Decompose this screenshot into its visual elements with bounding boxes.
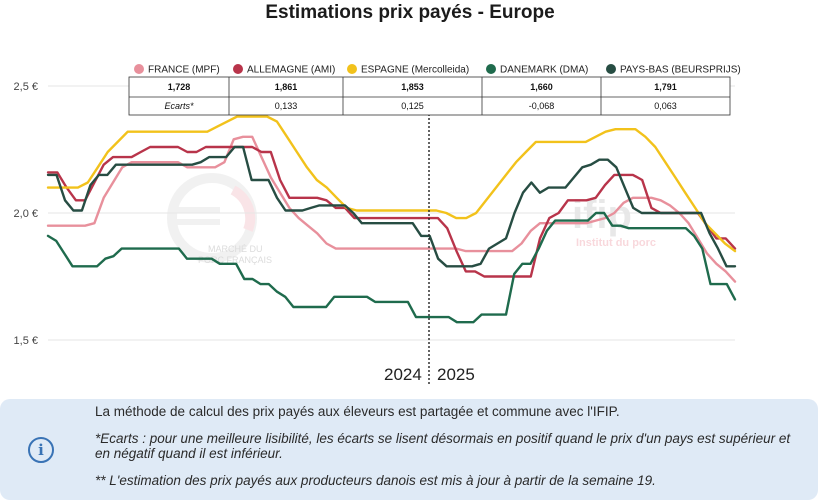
- table-value-cell: 1,660: [530, 82, 553, 92]
- watermark-marche-du-porc: MARCHÉ DU PORC FRANÇAIS: [167, 173, 272, 265]
- watermark-left-line2: PORC FRANÇAIS: [198, 255, 272, 265]
- note-denmark: ** L'estimation des prix payés aux produ…: [95, 473, 656, 488]
- table-ecart-cell: 0,125: [401, 101, 424, 111]
- info-panel: i La méthode de calcul des prix payés au…: [0, 399, 818, 500]
- legend-marker: [233, 64, 243, 74]
- legend-marker: [486, 64, 496, 74]
- values-table: 1,728 1,861 0,133 1,853 0,125 1,660 -0,068 1,79…: [128, 76, 731, 116]
- legend-label: ESPAGNE (Mercolleida): [361, 65, 469, 76]
- price-chart: MARCHÉ DU PORC FRANÇAIS ifip Institut du…: [13, 60, 741, 385]
- y-axis: 2,5 € 2,0 € 1,5 €: [14, 81, 38, 347]
- legend-row: FRANCE (MPF) ALLEMAGNE (AMI) ESPAGNE (Merc…: [134, 64, 741, 76]
- year-label-2024: 2024: [384, 365, 422, 384]
- legend-table: FRANCE (MPF) ALLEMAGNE (AMI) ESPAGNE (Merc…: [128, 60, 741, 116]
- legend-marker: [134, 64, 144, 74]
- note-ecarts: *Ecarts : pour une meilleure lisibilité,…: [95, 431, 791, 461]
- table-value-cell: 1,728: [168, 82, 191, 92]
- table-value-cell: 1,791: [654, 82, 677, 92]
- watermark-left-line1: MARCHÉ DU: [208, 244, 263, 254]
- series-line-1: [46, 135, 737, 283]
- chart-title: Estimations prix payés - Europe: [265, 2, 555, 23]
- y-tick-label: 1,5 €: [14, 335, 38, 347]
- legend-marker: [347, 64, 357, 74]
- legend-label: PAYS-BAS (BEURSPRIJS): [620, 65, 741, 76]
- watermark-right-sub: Institut du porc: [576, 237, 656, 249]
- legend-marker: [606, 64, 616, 74]
- year-label-2025: 2025: [437, 365, 475, 384]
- note-method: La méthode de calcul des prix payés aux …: [95, 404, 620, 419]
- legend-label: FRANCE (MPF): [148, 65, 220, 76]
- series-line-5: [46, 145, 737, 268]
- table-value-cell: 1,853: [401, 82, 424, 92]
- table-ecart-cell: -0,068: [529, 101, 555, 111]
- table-border: [128, 76, 731, 116]
- y-tick-label: 2,0 €: [14, 208, 38, 220]
- table-ecarts-label: Ecarts*: [164, 101, 194, 111]
- legend-label: ALLEMAGNE (AMI): [247, 65, 335, 76]
- legend-label: DANEMARK (DMA): [500, 65, 588, 76]
- series-line-4: [46, 211, 737, 324]
- info-icon: i: [28, 437, 54, 463]
- series-lines: [46, 115, 737, 324]
- table-value-cell: 1,861: [275, 82, 298, 92]
- table-ecart-cell: 0,063: [654, 101, 677, 111]
- table-ecart-cell: 0,133: [275, 101, 298, 111]
- series-line-3: [46, 115, 737, 253]
- y-tick-label: 2,5 €: [14, 81, 38, 93]
